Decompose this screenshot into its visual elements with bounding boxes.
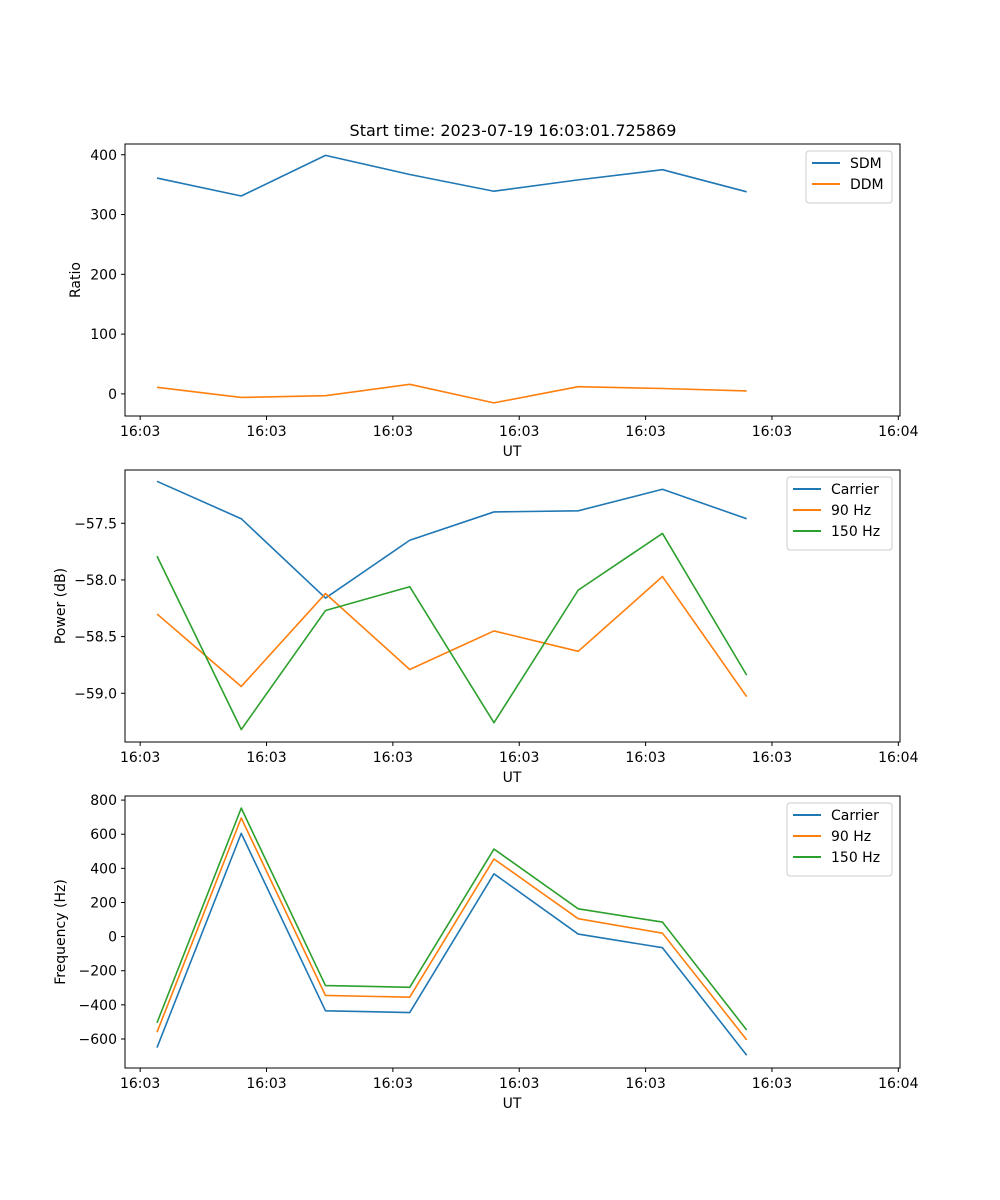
x-tick-label: 16:04 xyxy=(878,424,918,440)
panels: 16:03 16:03 16:03 16:03 16:03 16:03 16:04 0 100 2… xyxy=(53,143,919,1112)
panel-1: 16:03 16:03 16:03 16:03 16:03 16:03 16:04 0 100 2… xyxy=(68,143,919,460)
y-tick-label: 300 xyxy=(90,208,117,224)
y-tick-label: 0 xyxy=(108,387,117,403)
x-tick-label: 16:03 xyxy=(120,424,160,440)
y-tick-label: 800 xyxy=(90,793,117,809)
series-line-150-hz xyxy=(156,807,748,1031)
y-tick-label: −400 xyxy=(79,998,117,1014)
x-tick-label: 16:03 xyxy=(373,1076,413,1092)
legend-label: 90 Hz xyxy=(831,503,871,519)
y-tick-label: 600 xyxy=(90,827,117,843)
x-tick-label: 16:03 xyxy=(246,424,286,440)
x-tick-label: 16:03 xyxy=(373,750,413,766)
x-tick-label: 16:03 xyxy=(752,750,792,766)
x-tick-label: 16:04 xyxy=(878,1076,918,1092)
y-tick-label: −200 xyxy=(79,964,117,980)
y-tick-label: 400 xyxy=(90,148,117,164)
series-line-sdm xyxy=(156,154,747,197)
legend-label: SDM xyxy=(850,156,882,172)
y-tick-label: 400 xyxy=(90,861,117,877)
series-line-90-hz xyxy=(156,575,748,698)
y-tick-label: −57.5 xyxy=(74,516,117,532)
series-line-150-hz xyxy=(156,532,748,731)
x-tick-label: 16:03 xyxy=(499,424,539,440)
x-tick-label: 16:03 xyxy=(120,750,160,766)
legend-label: Carrier xyxy=(831,482,879,498)
y-axis-label: Power (dB) xyxy=(53,568,69,644)
axes-frame xyxy=(124,143,901,417)
x-axis-label: UT xyxy=(503,770,522,786)
legend-label: 150 Hz xyxy=(831,850,880,866)
legend-label: 150 Hz xyxy=(831,524,880,540)
y-axis-label: Frequency (Hz) xyxy=(53,879,69,985)
y-tick-label: 100 xyxy=(90,327,117,343)
y-tick-label: 200 xyxy=(90,267,117,283)
legend: SDM DDM xyxy=(805,150,893,204)
x-tick-label: 16:03 xyxy=(625,1076,665,1092)
chart-title: Start time: 2023-07-19 16:03:01.725869 xyxy=(350,121,677,140)
y-tick-label: −58.0 xyxy=(74,573,117,589)
x-axis-label: UT xyxy=(503,1096,522,1112)
x-axis-label: UT xyxy=(503,444,522,460)
x-tick-label: 16:03 xyxy=(752,1076,792,1092)
legend: Carrier 90 Hz 150 Hz xyxy=(786,802,893,877)
x-tick-label: 16:03 xyxy=(373,424,413,440)
x-tick-label: 16:03 xyxy=(625,424,665,440)
x-tick-label: 16:03 xyxy=(499,1076,539,1092)
x-tick-label: 16:03 xyxy=(499,750,539,766)
legend-label: 90 Hz xyxy=(831,829,871,845)
series-line-90-hz xyxy=(156,817,748,1041)
series-line-ddm xyxy=(156,383,747,404)
panel-3: 16:03 16:03 16:03 16:03 16:03 16:03 16:04 −600 −… xyxy=(53,793,919,1112)
y-axis-label: Ratio xyxy=(68,262,84,298)
y-tick-label: 200 xyxy=(90,895,117,911)
x-tick-label: 16:04 xyxy=(878,750,918,766)
y-tick-label: −600 xyxy=(79,1032,117,1048)
y-tick-label: −59.0 xyxy=(74,686,117,702)
x-tick-label: 16:03 xyxy=(246,1076,286,1092)
axes-frame xyxy=(124,795,901,1069)
panel-2: 16:03 16:03 16:03 16:03 16:03 16:03 16:04 −59.0… xyxy=(53,469,919,786)
series-line-carrier xyxy=(156,832,748,1056)
y-tick-label: 0 xyxy=(108,930,117,946)
legend-label: DDM xyxy=(850,177,884,193)
x-tick-label: 16:03 xyxy=(120,1076,160,1092)
series-line-carrier xyxy=(156,480,747,599)
legend-label: Carrier xyxy=(831,808,879,824)
legend: Carrier 90 Hz 150 Hz xyxy=(786,476,893,551)
y-tick-label: −58.5 xyxy=(74,630,117,646)
x-tick-label: 16:03 xyxy=(625,750,665,766)
x-tick-label: 16:03 xyxy=(752,424,792,440)
axes-frame xyxy=(124,469,901,743)
x-tick-label: 16:03 xyxy=(246,750,286,766)
